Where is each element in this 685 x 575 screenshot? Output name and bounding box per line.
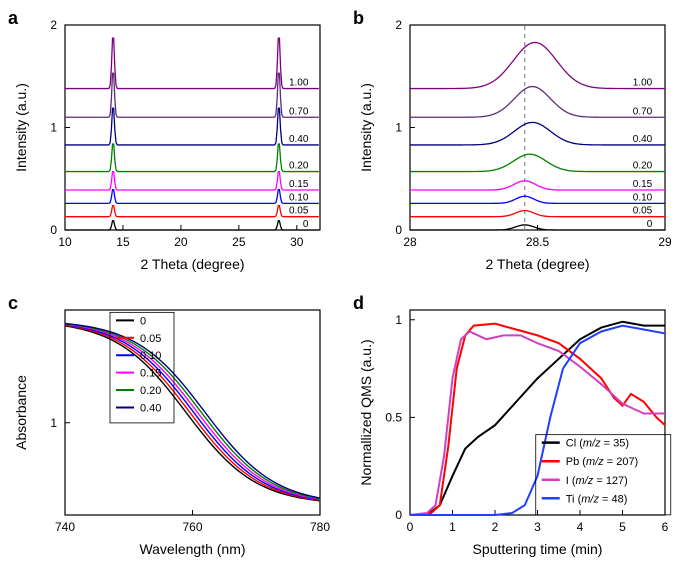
svg-text:1: 1 xyxy=(50,416,57,430)
svg-text:780: 780 xyxy=(310,520,330,534)
svg-text:0: 0 xyxy=(407,520,414,534)
svg-text:0.05: 0.05 xyxy=(633,206,653,217)
svg-text:0.05: 0.05 xyxy=(140,333,161,345)
svg-text:0.15: 0.15 xyxy=(289,179,309,190)
svg-text:0.40: 0.40 xyxy=(289,134,309,145)
chart-b: 28 28.5 29 0 1 2 2 Theta (degree) Intensity (a.… xyxy=(355,10,675,275)
panel-c: c 740 760 780 1 Wavelength (nm) Absorbance 0 0.… xyxy=(10,295,330,565)
svg-text:1: 1 xyxy=(395,313,402,327)
panel-a-label: a xyxy=(8,8,18,29)
svg-text:2: 2 xyxy=(50,18,57,32)
svg-text:Sputtering time (min): Sputtering time (min) xyxy=(473,541,603,557)
svg-text:Cl (m/z = 35): Cl (m/z = 35) xyxy=(566,438,629,450)
svg-text:20: 20 xyxy=(174,235,188,249)
svg-text:0: 0 xyxy=(140,315,146,327)
svg-text:Wavelength (nm): Wavelength (nm) xyxy=(139,541,245,557)
svg-text:0.5: 0.5 xyxy=(385,410,402,424)
chart-d: 0 1 2 3 4 5 6 0 0.5 1 Sputtering time (min) Normall… xyxy=(355,295,675,560)
svg-text:30: 30 xyxy=(290,235,304,249)
svg-text:2 Theta (degree): 2 Theta (degree) xyxy=(140,256,244,272)
svg-text:2: 2 xyxy=(395,18,402,32)
svg-text:4: 4 xyxy=(577,520,584,534)
svg-text:28.5: 28.5 xyxy=(526,235,550,249)
svg-text:760: 760 xyxy=(182,520,202,534)
svg-text:Intensity (a.u.): Intensity (a.u.) xyxy=(358,83,374,172)
svg-text:5: 5 xyxy=(619,520,626,534)
svg-text:0.40: 0.40 xyxy=(633,134,653,145)
svg-text:15: 15 xyxy=(116,235,130,249)
chart-grid: a 10152025300122 Theta (degree)Intensity… xyxy=(10,10,675,565)
svg-text:0.15: 0.15 xyxy=(633,179,653,190)
svg-text:0: 0 xyxy=(395,223,402,237)
svg-text:0: 0 xyxy=(50,223,57,237)
svg-text:1.00: 1.00 xyxy=(633,78,653,89)
svg-text:3: 3 xyxy=(534,520,541,534)
svg-text:2: 2 xyxy=(492,520,499,534)
svg-text:28: 28 xyxy=(403,235,417,249)
panel-b: b 28 28.5 29 0 1 2 2 Theta (degree) Intensity (… xyxy=(355,10,675,280)
svg-text:1: 1 xyxy=(50,121,57,135)
svg-text:Pb (m/z = 207): Pb (m/z = 207) xyxy=(566,456,638,468)
svg-text:0.20: 0.20 xyxy=(289,161,309,172)
svg-text:740: 740 xyxy=(55,520,75,534)
panel-d-label: d xyxy=(353,293,364,314)
svg-text:0.10: 0.10 xyxy=(633,192,653,203)
panel-b-label: b xyxy=(353,8,364,29)
svg-text:0.70: 0.70 xyxy=(633,106,653,117)
svg-text:0.20: 0.20 xyxy=(633,161,653,172)
svg-text:0.10: 0.10 xyxy=(140,350,161,362)
svg-text:0.70: 0.70 xyxy=(289,106,309,117)
svg-text:0.15: 0.15 xyxy=(140,368,161,380)
svg-text:25: 25 xyxy=(232,235,246,249)
svg-text:Ti (m/z = 48): Ti (m/z = 48) xyxy=(566,493,628,505)
svg-text:Normallized QMS (a.u.): Normallized QMS (a.u.) xyxy=(358,339,374,485)
chart-a: 10 15 20 25 30 0 1 2 2 Theta (degree) Intensity (… xyxy=(10,10,330,275)
panel-d: d 0 1 2 3 4 5 6 0 0.5 1 Sputtering time (min) Norma… xyxy=(355,295,675,565)
svg-text:0.10: 0.10 xyxy=(289,192,309,203)
svg-text:1.00: 1.00 xyxy=(289,78,309,89)
svg-text:2 Theta (degree): 2 Theta (degree) xyxy=(485,256,589,272)
chart-c: 740 760 780 1 Wavelength (nm) Absorbance 0 0.05… xyxy=(10,295,330,560)
svg-text:29: 29 xyxy=(658,235,672,249)
panel-a: a 10 15 20 25 30 0 1 2 2 Theta (degree) Intensity… xyxy=(10,10,330,280)
svg-text:0: 0 xyxy=(647,219,653,230)
svg-text:1: 1 xyxy=(449,520,456,534)
panel-c-label: c xyxy=(8,293,18,314)
svg-text:0: 0 xyxy=(395,508,402,522)
svg-text:0: 0 xyxy=(303,219,309,230)
svg-text:Intensity (a.u.): Intensity (a.u.) xyxy=(13,83,29,172)
svg-text:0.20: 0.20 xyxy=(140,385,161,397)
svg-text:0.40: 0.40 xyxy=(140,402,161,414)
svg-text:1: 1 xyxy=(395,121,402,135)
svg-text:10: 10 xyxy=(58,235,72,249)
svg-text:0.05: 0.05 xyxy=(289,206,309,217)
svg-text:I (m/z = 127): I (m/z = 127) xyxy=(566,475,628,487)
svg-text:6: 6 xyxy=(662,520,669,534)
svg-text:Absorbance: Absorbance xyxy=(13,375,29,450)
